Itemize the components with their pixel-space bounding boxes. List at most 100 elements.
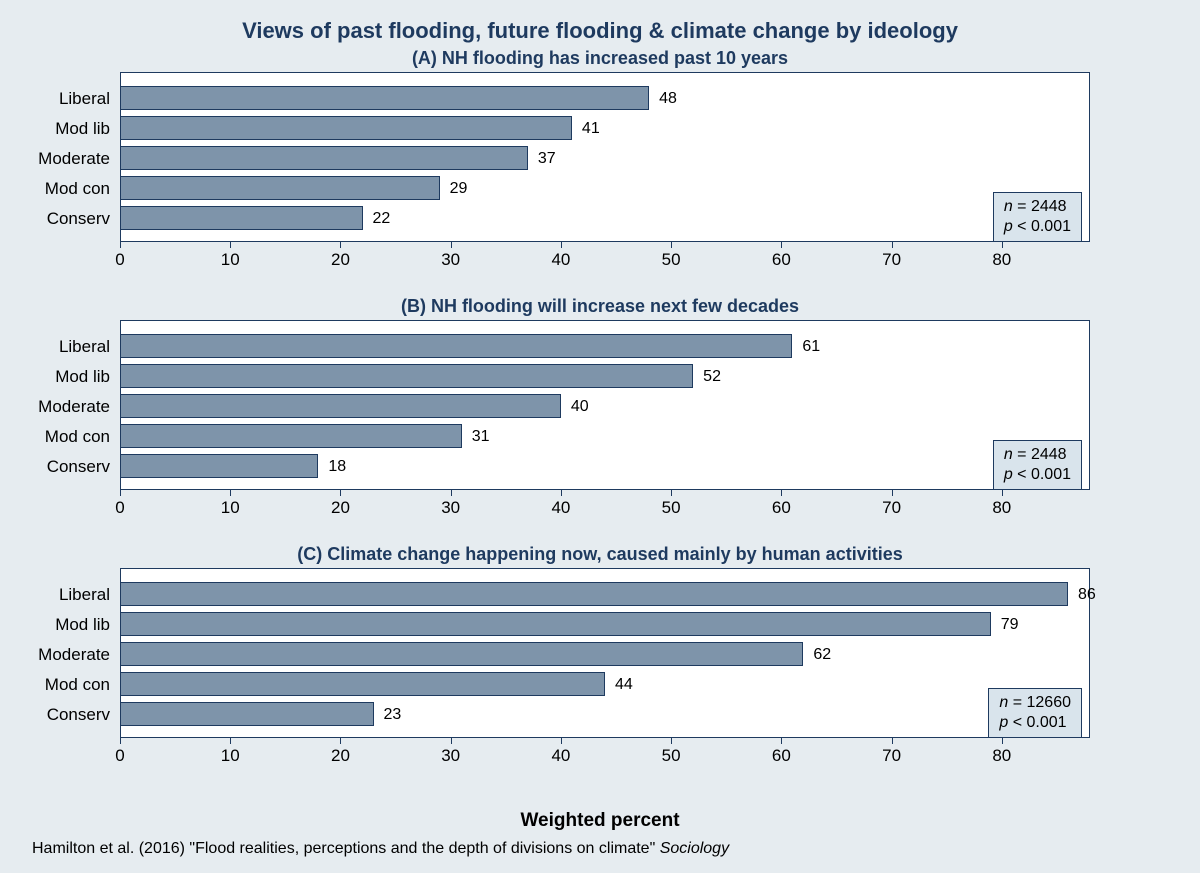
stats-n: n = 2448 [1004, 197, 1071, 217]
category-label: Conserv [0, 705, 110, 725]
bar-value-label: 23 [384, 706, 402, 724]
axis-tick-label: 0 [115, 498, 124, 518]
axis-tick-label: 20 [331, 250, 350, 270]
citation-source: Sociology [660, 840, 729, 857]
bar [120, 394, 561, 418]
axis-tick [781, 242, 782, 248]
bar [120, 176, 440, 200]
bar [120, 612, 991, 636]
axis-tick [561, 242, 562, 248]
bar-value-label: 79 [1001, 616, 1019, 634]
axis-tick [781, 490, 782, 496]
bar [120, 672, 605, 696]
bar-value-label: 61 [802, 338, 820, 356]
bar [120, 424, 462, 448]
axis-tick-label: 10 [221, 746, 240, 766]
axis-tick [230, 242, 231, 248]
axis-tick-label: 10 [221, 498, 240, 518]
citation: Hamilton et al. (2016) "Flood realities,… [32, 840, 729, 858]
stats-box: n = 2448p < 0.001 [993, 440, 1082, 490]
axis-tick-label: 30 [441, 746, 460, 766]
bar [120, 364, 693, 388]
axis-tick-label: 80 [992, 498, 1011, 518]
category-label: Conserv [0, 457, 110, 477]
chart-main-title: Views of past flooding, future flooding … [0, 18, 1200, 44]
bar-value-label: 18 [328, 458, 346, 476]
stats-p: p < 0.001 [1004, 217, 1071, 237]
bar-value-label: 48 [659, 90, 677, 108]
axis-tick [671, 738, 672, 744]
bar [120, 702, 374, 726]
bar [120, 146, 528, 170]
axis-tick-label: 10 [221, 250, 240, 270]
category-label: Mod lib [0, 119, 110, 139]
bar [120, 206, 363, 230]
category-label: Mod con [0, 427, 110, 447]
axis-tick-label: 0 [115, 746, 124, 766]
category-label: Liberal [0, 337, 110, 357]
stats-p: p < 0.001 [999, 713, 1071, 733]
panel-title: (C) Climate change happening now, caused… [0, 544, 1200, 565]
axis-tick [781, 738, 782, 744]
bar-value-label: 52 [703, 368, 721, 386]
axis-tick-label: 80 [992, 250, 1011, 270]
axis-tick-label: 40 [551, 498, 570, 518]
bar-value-label: 29 [450, 180, 468, 198]
axis-tick-label: 60 [772, 250, 791, 270]
axis-tick-label: 50 [662, 746, 681, 766]
axis-tick [561, 738, 562, 744]
axis-tick [561, 490, 562, 496]
stats-n: n = 2448 [1004, 445, 1071, 465]
stats-box: n = 2448p < 0.001 [993, 192, 1082, 242]
axis-tick-label: 70 [882, 746, 901, 766]
category-label: Moderate [0, 397, 110, 417]
axis-tick [671, 242, 672, 248]
bar-value-label: 37 [538, 150, 556, 168]
axis-tick [451, 738, 452, 744]
panel-title: (A) NH flooding has increased past 10 ye… [0, 48, 1200, 69]
axis-tick [451, 242, 452, 248]
axis-tick [1002, 242, 1003, 248]
axis-tick-label: 20 [331, 498, 350, 518]
bar-value-label: 44 [615, 676, 633, 694]
bar-value-label: 41 [582, 120, 600, 138]
bar-value-label: 31 [472, 428, 490, 446]
axis-tick-label: 0 [115, 250, 124, 270]
bar [120, 454, 318, 478]
axis-tick [340, 738, 341, 744]
category-label: Moderate [0, 149, 110, 169]
category-label: Conserv [0, 209, 110, 229]
stats-n: n = 12660 [999, 693, 1071, 713]
bar-value-label: 62 [813, 646, 831, 664]
bar [120, 334, 792, 358]
axis-tick-label: 60 [772, 746, 791, 766]
axis-tick [120, 738, 121, 744]
category-label: Mod lib [0, 367, 110, 387]
axis-tick-label: 20 [331, 746, 350, 766]
axis-tick [451, 490, 452, 496]
axis-tick [120, 490, 121, 496]
axis-tick-label: 70 [882, 250, 901, 270]
stats-p: p < 0.001 [1004, 465, 1071, 485]
citation-text: Hamilton et al. (2016) "Flood realities,… [32, 840, 660, 857]
bar-value-label: 22 [373, 210, 391, 228]
bar-value-label: 40 [571, 398, 589, 416]
category-label: Mod con [0, 675, 110, 695]
category-label: Mod con [0, 179, 110, 199]
axis-tick-label: 30 [441, 498, 460, 518]
axis-tick-label: 70 [882, 498, 901, 518]
axis-tick-label: 50 [662, 250, 681, 270]
x-axis-label: Weighted percent [0, 810, 1200, 832]
bar [120, 116, 572, 140]
category-label: Moderate [0, 645, 110, 665]
category-label: Liberal [0, 89, 110, 109]
axis-tick [892, 242, 893, 248]
axis-tick [671, 490, 672, 496]
axis-tick-label: 60 [772, 498, 791, 518]
axis-tick [892, 738, 893, 744]
category-label: Liberal [0, 585, 110, 605]
axis-tick-label: 40 [551, 250, 570, 270]
bar-value-label: 86 [1078, 586, 1096, 604]
axis-tick [1002, 738, 1003, 744]
bar [120, 582, 1068, 606]
